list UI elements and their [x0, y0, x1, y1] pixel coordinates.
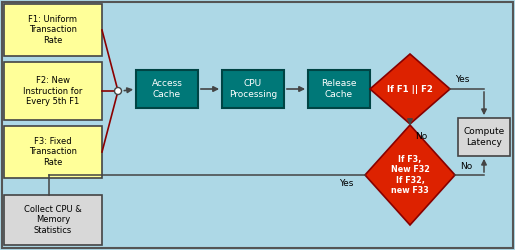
Circle shape [114, 88, 122, 94]
Text: Collect CPU &
Memory
Statistics: Collect CPU & Memory Statistics [24, 205, 82, 235]
Text: No: No [415, 132, 427, 141]
Bar [4, 195, 102, 245]
Polygon shape [370, 54, 450, 124]
Text: F2: New
Instruction for
Every 5th F1: F2: New Instruction for Every 5th F1 [23, 76, 83, 106]
Bar [308, 70, 370, 108]
Bar [222, 70, 284, 108]
Text: F1: Uniform
Transaction
Rate: F1: Uniform Transaction Rate [28, 15, 77, 45]
Text: CPU
Processing: CPU Processing [229, 79, 277, 99]
Text: F3: Fixed
Transaction
Rate: F3: Fixed Transaction Rate [29, 137, 77, 167]
Bar [4, 126, 102, 178]
Text: No: No [460, 162, 472, 171]
Polygon shape [365, 125, 455, 225]
Bar [136, 70, 198, 108]
Text: If F3,
New F32
If F32,
new F33: If F3, New F32 If F32, new F33 [390, 155, 430, 195]
Text: If F1 || F2: If F1 || F2 [387, 84, 433, 94]
Text: Release
Cache: Release Cache [321, 79, 357, 99]
Text: Access
Cache: Access Cache [151, 79, 182, 99]
Text: Yes: Yes [339, 179, 353, 188]
Bar [4, 4, 102, 56]
Text: Compute
Latency: Compute Latency [464, 127, 505, 147]
Bar [4, 62, 102, 120]
Text: Yes: Yes [455, 75, 469, 84]
Bar [458, 118, 510, 156]
